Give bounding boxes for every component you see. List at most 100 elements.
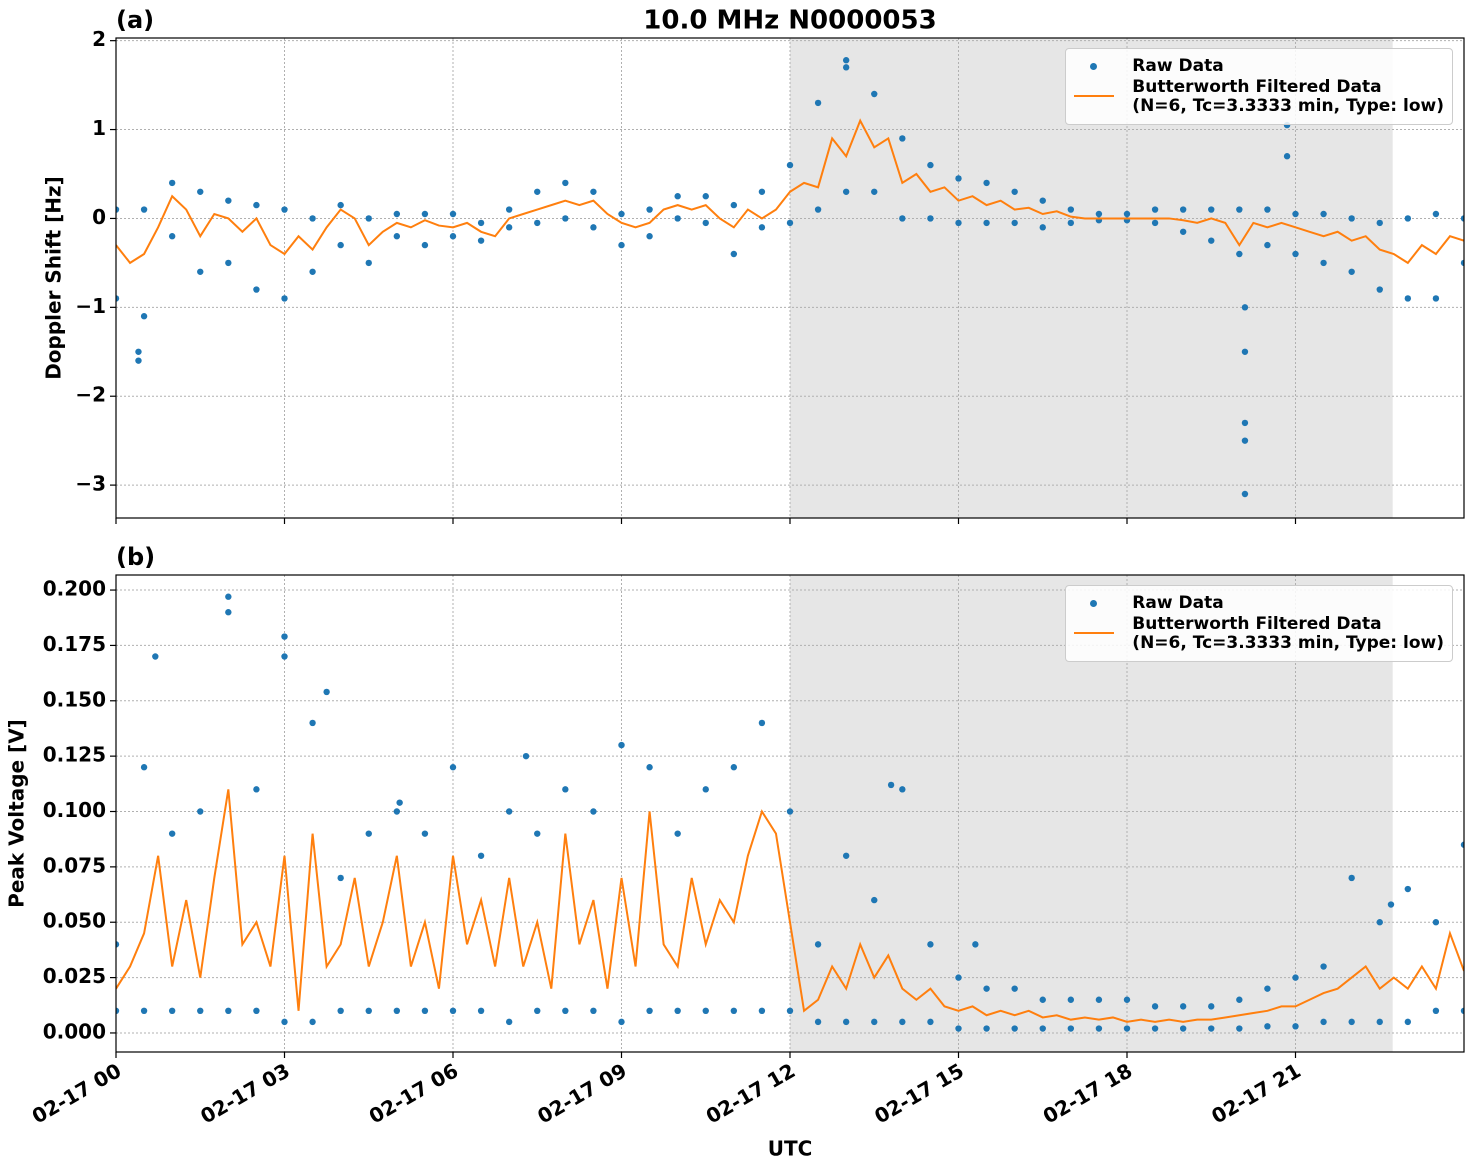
raw-point [1432, 1007, 1440, 1015]
raw-point [140, 313, 148, 320]
raw-point [1241, 437, 1249, 444]
raw-point [590, 1007, 597, 1015]
raw-point [534, 188, 541, 195]
legend-item: Raw Data [1074, 594, 1444, 613]
raw-point [225, 197, 232, 204]
raw-point [116, 1007, 120, 1015]
raw-point [1236, 206, 1243, 213]
x-tick-label: 02-17 12 [702, 1058, 800, 1128]
raw-point [955, 219, 962, 227]
raw-point [842, 57, 850, 64]
y-tick-label: −1 [75, 294, 106, 318]
legend-label: Raw Data [1132, 593, 1224, 613]
raw-point [983, 985, 990, 992]
y-tick-label: 0 [92, 205, 106, 229]
raw-point [1292, 250, 1299, 258]
axes-frame [115, 574, 1465, 1053]
panel-label: (a) [116, 6, 154, 34]
raw-point [871, 188, 878, 195]
raw-point [225, 593, 232, 600]
x-tick-label: 02-17 15 [870, 1058, 968, 1128]
raw-point [1320, 963, 1327, 970]
y-tick-label: −2 [75, 383, 106, 407]
raw-point [1404, 215, 1412, 222]
raw-point [702, 786, 709, 793]
raw-point [758, 224, 766, 231]
raw-point [1241, 348, 1249, 355]
raw-point [1376, 919, 1383, 926]
raw-point [337, 201, 344, 209]
raw-point [1151, 206, 1159, 213]
legend-item: Butterworth Filtered Data (N=6, Tc=3.333… [1074, 78, 1444, 116]
y-axis-label: Doppler Shift [Hz] [42, 176, 66, 380]
raw-point [281, 206, 288, 213]
y-tick-label: 0.125 [43, 743, 106, 767]
raw-point [1039, 224, 1046, 231]
legend-symbol [1090, 600, 1098, 607]
raw-point [702, 219, 709, 227]
raw-point [842, 188, 850, 195]
legend: Raw Data Butterworth Filtered Data (N=6, … [1065, 48, 1453, 125]
raw-point [871, 1018, 878, 1026]
data-layer [116, 57, 1464, 498]
raw-point [590, 224, 597, 231]
raw-point [1151, 1003, 1159, 1010]
legend-symbol [1074, 95, 1115, 97]
raw-point [1404, 885, 1412, 893]
raw-point [983, 219, 990, 227]
raw-point [421, 210, 429, 218]
raw-point [1179, 1003, 1187, 1010]
raw-point [562, 179, 569, 187]
data-layer [116, 593, 1464, 1032]
raw-point [1067, 1025, 1075, 1032]
raw-point [309, 719, 316, 727]
y-tick-label: 0.100 [43, 798, 106, 822]
raw-point [1264, 1023, 1271, 1030]
raw-point [1179, 206, 1187, 213]
raw-point [1432, 295, 1440, 302]
y-tick-label: 0.150 [43, 687, 106, 711]
raw-point [393, 210, 401, 218]
raw-point [365, 1007, 372, 1015]
raw-point [449, 764, 457, 771]
raw-point [505, 224, 513, 231]
raw-point [253, 786, 260, 793]
y-tick-label: 0.025 [43, 964, 106, 988]
raw-point [309, 215, 316, 222]
raw-point [1179, 228, 1187, 235]
raw-point [1011, 985, 1018, 992]
raw-point [1208, 206, 1215, 213]
raw-point [1011, 1025, 1018, 1032]
raw-point [116, 941, 120, 948]
raw-point [1404, 295, 1412, 302]
raw-point [1067, 219, 1075, 227]
raw-point [842, 1018, 850, 1026]
raw-point [1039, 996, 1046, 1003]
y-tick-label: 0.075 [43, 853, 106, 877]
raw-point [871, 896, 878, 904]
raw-point [972, 941, 979, 948]
raw-point [1011, 188, 1018, 195]
raw-point [449, 1007, 457, 1015]
raw-point [1320, 259, 1327, 267]
raw-point [1241, 419, 1249, 427]
filtered-line [116, 789, 1464, 1023]
raw-point [1376, 1018, 1383, 1026]
raw-point [646, 206, 653, 213]
raw-point [1460, 841, 1464, 848]
raw-point [1151, 1025, 1159, 1032]
raw-point [730, 250, 738, 258]
raw-point [1320, 1018, 1327, 1026]
legend-item: Raw Data [1074, 57, 1444, 76]
raw-point [168, 830, 176, 837]
legend-marker [1074, 615, 1115, 634]
legend: Raw Data Butterworth Filtered Data (N=6, … [1065, 585, 1453, 662]
legend-label: Raw Data [1132, 56, 1224, 76]
raw-point [1404, 1018, 1412, 1026]
x-tick-label: 02-17 09 [533, 1058, 631, 1128]
panel-label: (b) [116, 543, 155, 571]
raw-point [135, 348, 142, 355]
raw-point [1264, 985, 1271, 992]
y-tick-label: 0.050 [43, 909, 106, 933]
raw-point [786, 808, 794, 815]
